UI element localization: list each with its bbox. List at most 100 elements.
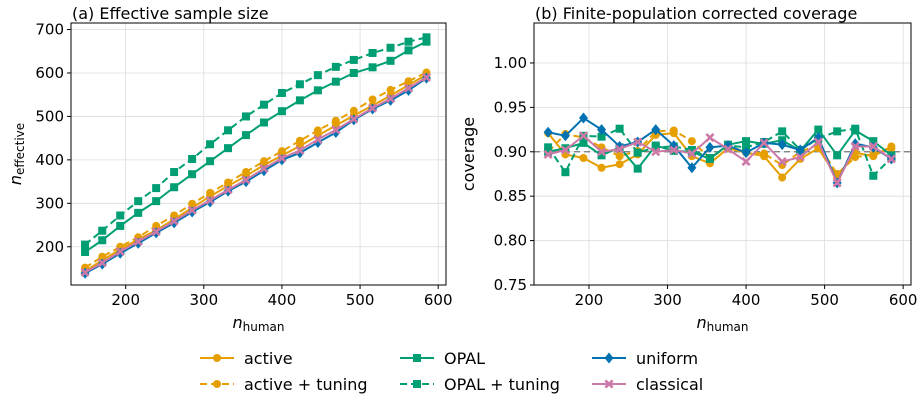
- data-point: [81, 247, 90, 256]
- x-tick-label: 200: [111, 291, 140, 309]
- data-point: [386, 85, 395, 94]
- data-point: [404, 37, 413, 46]
- legend-entry-opal: OPAL: [400, 349, 485, 368]
- data-point: [850, 141, 860, 151]
- data-point: [578, 131, 589, 141]
- x-axis-label-main: n: [233, 313, 243, 332]
- x-tick-label: 200: [575, 291, 604, 309]
- data-point: [851, 153, 860, 162]
- data-point: [349, 55, 358, 64]
- legend-label: active: [244, 349, 293, 368]
- data-point: [277, 153, 287, 163]
- series-opal: [81, 37, 431, 256]
- legend-marker: [604, 379, 614, 389]
- data-point: [98, 236, 107, 245]
- x-axis-label: nhuman: [233, 313, 285, 334]
- data-point: [544, 143, 553, 152]
- legend-entry-active: active: [200, 349, 293, 368]
- data-point: [259, 118, 268, 127]
- data-point: [543, 149, 553, 159]
- data-point: [331, 62, 340, 71]
- plot-frame: [533, 22, 912, 286]
- data-point: [386, 43, 395, 52]
- y-tick-label: 0.95: [494, 98, 527, 116]
- data-point: [886, 154, 896, 164]
- y-tick-label: 600: [35, 64, 64, 82]
- data-point: [669, 145, 679, 155]
- legend-marker: [413, 380, 421, 388]
- data-point: [386, 56, 395, 65]
- data-point: [633, 137, 643, 147]
- data-point: [116, 221, 125, 230]
- data-point: [705, 141, 715, 153]
- legend-label: classical: [636, 375, 703, 394]
- data-point: [742, 137, 751, 146]
- data-point: [81, 240, 90, 249]
- legend-marker: [604, 352, 614, 364]
- chart-title: (a) Effective sample size: [72, 4, 269, 23]
- data-point: [579, 138, 588, 147]
- data-point: [651, 143, 660, 152]
- data-point: [687, 146, 696, 155]
- data-point: [759, 138, 769, 148]
- x-tick-label: 600: [424, 291, 453, 309]
- legend-marker: [213, 354, 221, 362]
- data-point: [795, 144, 805, 156]
- data-point: [349, 114, 359, 124]
- series-uniform: [80, 72, 431, 279]
- x-axis-label-sub: human: [707, 320, 749, 334]
- data-point: [368, 48, 377, 57]
- data-point: [615, 160, 624, 169]
- y-tick-label: 0.90: [494, 143, 527, 161]
- data-point: [615, 144, 625, 154]
- data-point: [795, 152, 805, 162]
- legend-label: OPAL + tuning: [444, 375, 560, 394]
- chart-left: 200 300 400 500 600 200 300 400 500 600 700 (a) Eff…: [6, 4, 453, 334]
- data-point: [869, 137, 878, 146]
- data-point: [422, 37, 431, 46]
- data-point: [633, 164, 642, 173]
- data-point: [331, 77, 340, 86]
- data-point: [295, 145, 305, 155]
- chart-title: (b) Finite-population corrected coverage: [535, 4, 857, 23]
- data-point: [778, 173, 787, 182]
- data-point: [760, 149, 769, 158]
- data-point: [778, 127, 787, 136]
- data-point: [368, 103, 378, 113]
- legend-entry-classical: classical: [592, 375, 703, 394]
- y-tick-label: 0.75: [494, 276, 527, 294]
- data-point: [777, 139, 787, 151]
- data-point: [597, 163, 606, 172]
- data-point: [705, 133, 715, 143]
- data-point: [349, 68, 358, 77]
- series-classical: [543, 131, 896, 188]
- data-point: [295, 80, 304, 89]
- data-point: [152, 197, 161, 206]
- data-point: [851, 124, 860, 133]
- data-point: [422, 33, 431, 42]
- data-point: [833, 127, 842, 136]
- data-point: [331, 126, 341, 138]
- data-point: [687, 137, 696, 146]
- x-tick-label: 500: [810, 291, 839, 309]
- data-point: [561, 168, 570, 177]
- data-point: [206, 140, 215, 149]
- y-tick-label: 0.85: [494, 187, 527, 205]
- legend-entry-uniform: uniform: [592, 349, 698, 368]
- legend-marker: [413, 354, 421, 362]
- data-point: [560, 130, 570, 142]
- data-point: [651, 124, 661, 136]
- x-axis-label: nhuman: [697, 313, 749, 334]
- series-line-classical: [547, 134, 892, 184]
- data-point: [368, 63, 377, 72]
- data-point: [295, 147, 305, 159]
- data-point: [277, 88, 286, 97]
- data-point: [404, 46, 413, 55]
- data-point: [151, 227, 161, 237]
- data-point: [259, 164, 269, 174]
- data-point: [368, 95, 377, 104]
- data-point: [242, 131, 250, 140]
- y-tick-label: 300: [35, 194, 64, 212]
- data-point: [188, 170, 197, 179]
